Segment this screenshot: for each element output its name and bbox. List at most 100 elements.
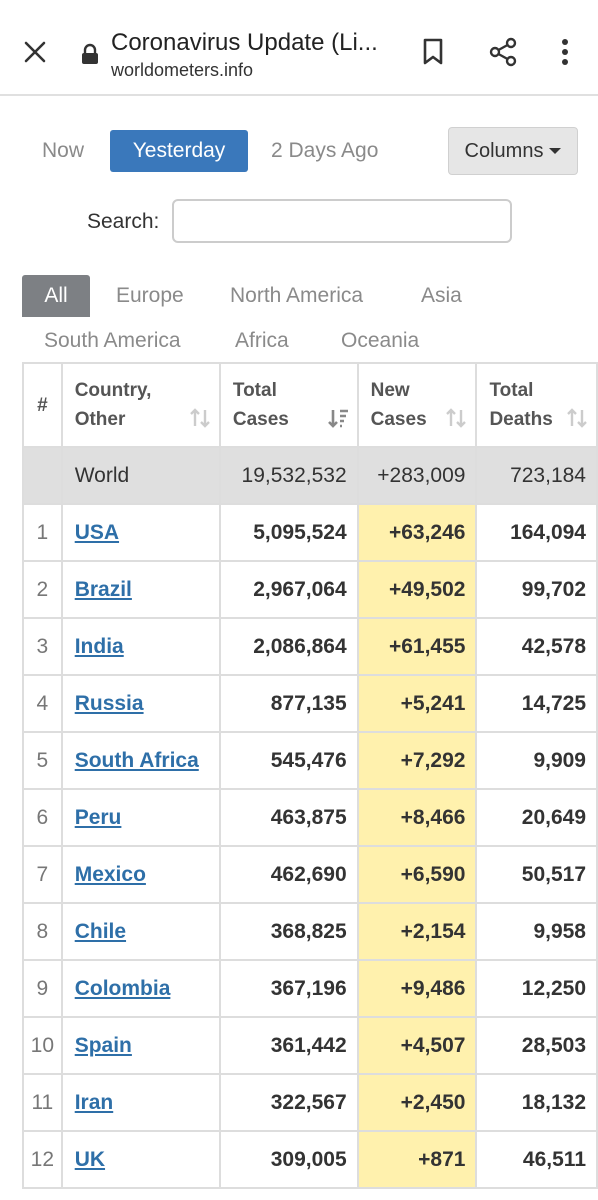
- world-total-cases: 19,532,532: [218, 446, 359, 505]
- header-total-deaths[interactable]: Total Deaths: [475, 362, 598, 448]
- row-new-cases: +6,590: [356, 845, 478, 904]
- country-link[interactable]: Brazil: [74, 577, 132, 601]
- row-new-cases: +61,455: [356, 617, 478, 676]
- header-deaths-line2: Deaths: [489, 409, 553, 430]
- row-total-cases: 368,825: [218, 902, 359, 961]
- country-link[interactable]: South Africa: [74, 748, 199, 772]
- columns-label: Columns: [464, 139, 544, 162]
- bookmark-icon[interactable]: [416, 35, 450, 69]
- covid-table: # Country, Other Total Cases New Cases T…: [22, 362, 598, 1189]
- page-url[interactable]: worldometers.info: [111, 60, 254, 80]
- table-row: 12 UK 309,005 +871 46,511: [22, 1130, 598, 1189]
- world-new-cases: +283,009: [356, 446, 478, 505]
- world-country: World: [60, 446, 221, 505]
- header-cases-line2: Cases: [232, 409, 289, 430]
- more-vert-icon[interactable]: [548, 35, 582, 69]
- row-total-deaths: 20,649: [475, 788, 598, 847]
- close-icon[interactable]: [18, 35, 52, 69]
- country-link[interactable]: UK: [74, 1147, 106, 1171]
- tab-oceania[interactable]: Oceania: [341, 329, 420, 352]
- country-link[interactable]: Iran: [74, 1090, 114, 1114]
- row-index: 11: [22, 1073, 63, 1132]
- header-country[interactable]: Country, Other: [60, 362, 221, 448]
- row-country-cell: South Africa: [60, 731, 221, 790]
- row-country-cell: Russia: [60, 674, 221, 733]
- header-deaths-line1: Total: [489, 380, 534, 401]
- row-index: 10: [22, 1016, 63, 1075]
- row-total-cases: 2,967,064: [218, 560, 359, 619]
- row-new-cases: +2,450: [356, 1073, 478, 1132]
- row-total-deaths: 46,511: [475, 1130, 598, 1189]
- row-total-cases: 5,095,524: [218, 503, 359, 562]
- tab-2-days-ago[interactable]: 2 Days Ago: [271, 139, 379, 162]
- tab-north-america[interactable]: North America: [230, 284, 364, 307]
- world-index: [22, 446, 63, 505]
- row-new-cases: +7,292: [356, 731, 478, 790]
- row-total-cases: 309,005: [218, 1130, 359, 1189]
- table-row: 1 USA 5,095,524 +63,246 164,094: [22, 503, 598, 562]
- table-row: 8 Chile 368,825 +2,154 9,958: [22, 902, 598, 961]
- row-total-cases: 367,196: [218, 959, 359, 1018]
- sort-icon: [567, 408, 587, 428]
- row-total-deaths: 14,725: [475, 674, 598, 733]
- row-total-deaths: 9,909: [475, 731, 598, 790]
- row-country-cell: Mexico: [60, 845, 221, 904]
- lock-icon: [80, 43, 100, 65]
- row-new-cases: +63,246: [356, 503, 478, 562]
- table-header-row: # Country, Other Total Cases New Cases T…: [22, 362, 598, 448]
- search-label: Search:: [87, 210, 160, 233]
- country-link[interactable]: Chile: [74, 919, 127, 943]
- country-link[interactable]: India: [74, 634, 124, 658]
- sort-icon: [190, 408, 210, 428]
- row-new-cases: +49,502: [356, 560, 478, 619]
- header-new-line1: New: [370, 380, 410, 401]
- country-link[interactable]: Russia: [74, 691, 144, 715]
- tab-all[interactable]: All: [22, 275, 90, 317]
- row-total-deaths: 164,094: [475, 503, 598, 562]
- country-link[interactable]: Peru: [74, 805, 122, 829]
- header-new-cases[interactable]: New Cases: [356, 362, 478, 448]
- table-row: 4 Russia 877,135 +5,241 14,725: [22, 674, 598, 733]
- country-link[interactable]: Colombia: [74, 976, 171, 1000]
- row-total-cases: 545,476: [218, 731, 359, 790]
- row-country-cell: Iran: [60, 1073, 221, 1132]
- search-input[interactable]: [172, 199, 512, 243]
- table-row: 5 South Africa 545,476 +7,292 9,909: [22, 731, 598, 790]
- sort-icon: [446, 408, 467, 428]
- sort-icon: [327, 409, 348, 428]
- header-total-cases[interactable]: Total Cases: [218, 362, 359, 448]
- table-row: 2 Brazil 2,967,064 +49,502 99,702: [22, 560, 598, 619]
- tab-europe[interactable]: Europe: [116, 284, 184, 307]
- row-country-cell: Brazil: [60, 560, 221, 619]
- row-total-cases: 463,875: [218, 788, 359, 847]
- tab-africa[interactable]: Africa: [235, 329, 289, 352]
- table-row: 7 Mexico 462,690 +6,590 50,517: [22, 845, 598, 904]
- header-cases-line1: Total: [232, 380, 277, 401]
- columns-button[interactable]: Columns: [448, 127, 578, 175]
- row-index: 3: [22, 617, 63, 676]
- row-country-cell: Spain: [60, 1016, 221, 1075]
- country-link[interactable]: Spain: [74, 1033, 132, 1057]
- row-total-cases: 322,567: [218, 1073, 359, 1132]
- row-index: 7: [22, 845, 63, 904]
- row-index: 4: [22, 674, 63, 733]
- tab-south-america[interactable]: South America: [44, 329, 181, 352]
- row-country-cell: Peru: [60, 788, 221, 847]
- header-country-line2: Other: [74, 409, 126, 430]
- country-link[interactable]: Mexico: [74, 862, 146, 886]
- tab-yesterday[interactable]: Yesterday: [110, 130, 248, 172]
- country-link[interactable]: USA: [74, 520, 120, 544]
- tab-now[interactable]: Now: [42, 139, 85, 162]
- header-new-line2: Cases: [370, 409, 427, 430]
- row-country-cell: Chile: [60, 902, 221, 961]
- row-new-cases: +4,507: [356, 1016, 478, 1075]
- share-icon[interactable]: [486, 35, 520, 69]
- tab-asia[interactable]: Asia: [421, 284, 462, 307]
- header-index: #: [22, 362, 63, 448]
- table-row: 11 Iran 322,567 +2,450 18,132: [22, 1073, 598, 1132]
- row-index: 5: [22, 731, 63, 790]
- row-total-deaths: 99,702: [475, 560, 598, 619]
- row-new-cases: +871: [356, 1130, 478, 1189]
- row-total-cases: 2,086,864: [218, 617, 359, 676]
- row-new-cases: +8,466: [356, 788, 478, 847]
